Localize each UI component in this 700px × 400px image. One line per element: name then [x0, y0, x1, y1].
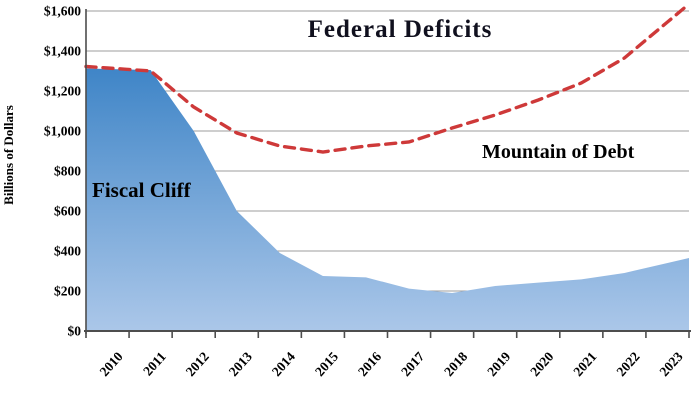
- y-tick-label: $0: [68, 324, 82, 339]
- y-axis-title: Billions of Dollars: [1, 105, 16, 205]
- x-tick-label: 2014: [269, 349, 298, 379]
- y-tick-label: $200: [54, 284, 81, 299]
- x-tick-label: 2011: [140, 349, 169, 379]
- mountain-of-debt-line: [84, 2, 691, 154]
- fiscal-cliff-area: [86, 68, 689, 331]
- x-tick-label: 2010: [97, 349, 126, 379]
- x-tick-label: 2021: [570, 349, 599, 379]
- y-tick-label: $1,000: [44, 124, 81, 139]
- x-tick-label: 2015: [312, 349, 341, 379]
- x-tick-label: 2022: [613, 349, 642, 379]
- x-tick-label: 2013: [226, 349, 255, 379]
- y-tick-label: $1,400: [44, 44, 81, 59]
- x-tick-label: 2017: [398, 349, 427, 379]
- fiscal-cliff-area-series: [86, 68, 689, 331]
- y-tick-label: $600: [54, 204, 81, 219]
- axes: [84, 9, 691, 338]
- y-axis-tick-labels: $0 $200 $400 $600 $800 $1,000 $1,200 $1,400 $1,6…: [44, 4, 81, 339]
- mountain-of-debt-line-series: [84, 2, 691, 154]
- annotation-mountain-of-debt: Mountain of Debt: [482, 141, 635, 163]
- x-tick-label: 2020: [527, 349, 556, 379]
- y-tick-label: $800: [54, 164, 81, 179]
- x-tick-label: 2016: [355, 349, 384, 379]
- y-tick-label: $1,200: [44, 84, 81, 99]
- y-tick-label: $400: [54, 244, 81, 259]
- y-tick-label: $1,600: [44, 4, 81, 19]
- chart-title: Federal Deficits: [308, 16, 493, 43]
- x-tick-label: 2023: [656, 349, 685, 379]
- x-axis-tick-labels: 2010 2011 2012 2013 2014 2015 2016 2017 2018 2019…: [97, 349, 686, 379]
- x-tick-label: 2018: [441, 349, 470, 379]
- x-tick-label: 2019: [484, 349, 513, 379]
- x-tick-label: 2012: [183, 349, 212, 379]
- annotation-fiscal-cliff: Fiscal Cliff: [92, 178, 192, 202]
